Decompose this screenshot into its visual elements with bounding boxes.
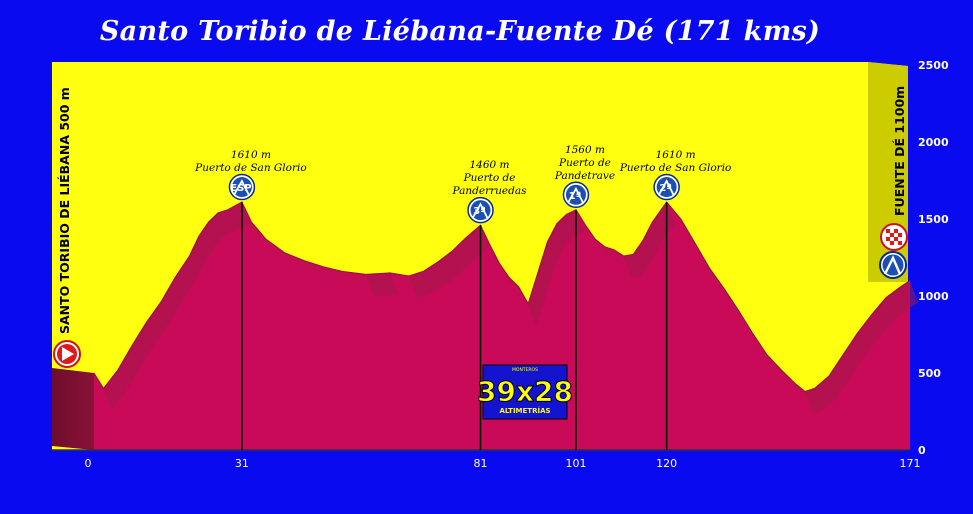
profile-ridge-segment — [781, 369, 800, 394]
profile-ridge-segment — [528, 272, 546, 326]
climb-altitude: 1610 m — [656, 149, 696, 161]
climb-altitude: 1610 m — [231, 149, 271, 161]
profile-ridge-segment — [408, 271, 432, 298]
profile-ridge-segment — [857, 314, 880, 355]
profile-ridge-segment — [623, 254, 642, 278]
profile-ridge-segment — [652, 202, 675, 245]
climb-name: Pandetrave — [554, 170, 615, 182]
finish-flag-icon — [880, 223, 908, 251]
profile-ridge-segment — [218, 209, 236, 235]
start-icon — [53, 340, 81, 368]
profile-ridge-segment — [633, 240, 651, 277]
profile-ridge-segment — [323, 266, 347, 282]
profile-ridge-segment — [828, 354, 852, 399]
summit-finish-icon — [879, 251, 907, 279]
x-tick-label: 171 — [900, 457, 921, 470]
profile-ridge-segment — [227, 202, 250, 232]
profile-ridge-segment — [814, 376, 837, 411]
y-tick-label: 0 — [918, 444, 926, 457]
profile-ridge-segment — [509, 277, 523, 297]
profile-ridge-segment — [208, 212, 227, 245]
profile-ridge-segment — [843, 332, 866, 377]
profile-ridge-segment — [284, 252, 308, 271]
profile-ridge-segment — [900, 280, 918, 309]
profile-ridge-segment — [103, 369, 126, 411]
y-tick-label: 500 — [918, 367, 941, 380]
profile-ridge-segment — [556, 214, 575, 246]
profile-ridge-segment — [251, 222, 270, 250]
logo-bottom: ALTIMETRÍAS — [499, 406, 550, 415]
profile-ridge-segment — [614, 249, 628, 266]
profile-ridge-segment — [585, 225, 600, 250]
climb-category: 3ª — [473, 206, 486, 217]
profile-ridge-segment — [766, 354, 786, 380]
profile-ridge-segment — [886, 286, 909, 320]
profile-ridge-segment — [723, 288, 743, 320]
profile-outline — [93, 201, 911, 393]
climb-name: Puerto de — [463, 172, 516, 184]
climb-altitude: 1460 m — [470, 159, 510, 171]
profile-ridge-segment — [366, 272, 398, 297]
x-tick-label: 0 — [85, 457, 92, 470]
climb-category: 2ª — [659, 183, 672, 194]
profile-ridge-segment — [666, 202, 685, 229]
profile-ridge-segment — [437, 251, 460, 285]
profile-ridge-segment — [466, 225, 489, 260]
profile-ridge-segment — [303, 260, 328, 277]
profile-ridge-segment — [499, 263, 514, 288]
profile-ridge-segment — [795, 383, 810, 402]
profile-ridge-segment — [160, 277, 184, 325]
profile-ridge-segment — [175, 255, 198, 300]
profile-ridge-segment — [709, 268, 728, 299]
profile-area — [94, 202, 910, 450]
mountain-icon — [657, 179, 675, 196]
climb-category: 1ª — [569, 191, 582, 202]
profile-ridge-segment — [342, 271, 370, 285]
y-tick-label: 1000 — [918, 290, 949, 303]
profile-ridge-segment — [189, 235, 207, 278]
mountain-icon — [471, 202, 489, 219]
climb-name: Puerto de San Glorio — [194, 162, 307, 174]
start-label: SANTO TORIBIO DE LIÉBANA 500 m — [57, 87, 72, 334]
climb-name: Puerto de — [558, 157, 611, 169]
profile-ridge-segment — [265, 239, 289, 263]
climb-name: Panderruedas — [452, 185, 528, 197]
mountain-icon — [567, 186, 584, 204]
y-tick-label: 2500 — [918, 59, 949, 72]
climb-altitude: 1560 m — [565, 144, 605, 156]
profile-ridge-segment — [117, 345, 141, 392]
profile-ridge-segment — [604, 246, 619, 260]
y-tick-label: 1500 — [918, 213, 949, 226]
profile-ridge-segment — [537, 242, 556, 295]
x-tick-label: 31 — [235, 457, 249, 470]
profile-ridge-segment — [423, 262, 446, 294]
profile-ridge-segment — [595, 239, 609, 257]
logo-top: MONTEROS — [512, 367, 538, 373]
mountain-icon — [233, 179, 250, 196]
climb-name: Puerto de San Glorio — [619, 162, 732, 174]
y-tick-label: 2000 — [918, 136, 949, 149]
climb-category: ESP — [230, 183, 251, 194]
profile-ridge-segment — [132, 322, 155, 368]
profile-ridge-segment — [752, 332, 771, 365]
chart-title: Santo Toribio de Liébana-Fuente Dé (171 … — [99, 16, 821, 47]
x-tick-label: 120 — [656, 457, 677, 470]
x-tick-label: 101 — [565, 457, 586, 470]
profile-ridge-segment — [146, 302, 169, 345]
profile-ridge-segment — [198, 222, 217, 258]
start-side-block — [52, 368, 94, 450]
logo: MONTEROS 39x28 ALTIMETRÍAS — [477, 364, 574, 420]
profile-ridge-segment — [805, 388, 823, 414]
profile-ridge-segment — [566, 209, 584, 237]
finish-label: FUENTE DÉ 1100m — [892, 86, 907, 216]
x-tick-label: 81 — [474, 457, 488, 470]
profile-ridge-segment — [871, 297, 895, 337]
logo-main: 39x28 — [477, 375, 573, 408]
